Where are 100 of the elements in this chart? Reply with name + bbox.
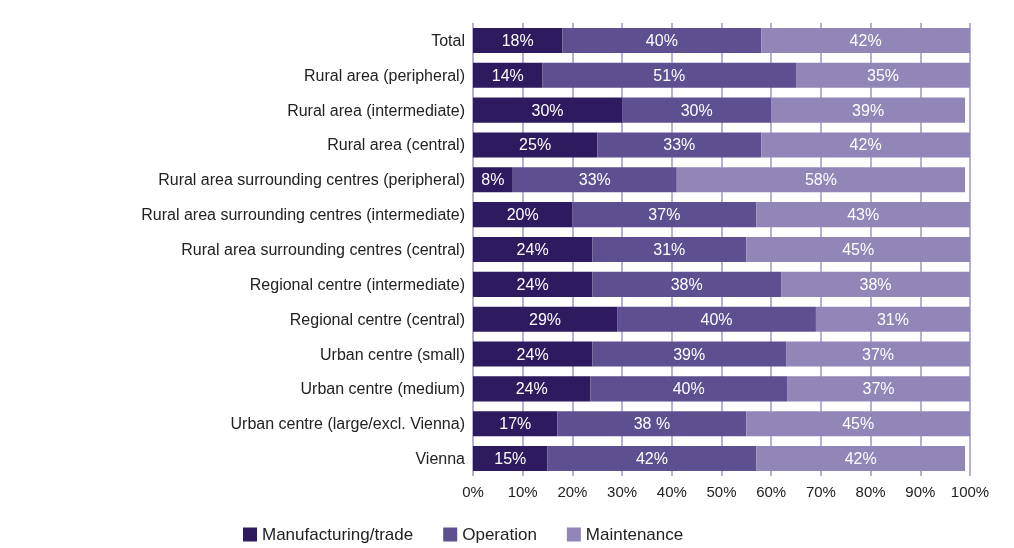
bar [473, 411, 558, 437]
data-label: 24% [515, 380, 548, 398]
data-label: 24% [516, 275, 549, 293]
data-label: 40% [700, 310, 733, 328]
data-label: 30% [531, 101, 564, 119]
y-tick-label: Rural area (intermediate) [287, 101, 465, 119]
data-label: 42% [849, 31, 882, 49]
y-tick-label: Rural area (peripheral) [304, 66, 465, 84]
x-tick-label: 100% [950, 483, 990, 500]
y-tick-label: Regional centre (intermediate) [249, 275, 465, 293]
x-tick-label: 80% [855, 483, 886, 500]
x-tick-label: 70% [805, 483, 836, 500]
data-label: 40% [672, 380, 705, 398]
bar [473, 271, 593, 297]
data-label: 45% [842, 415, 875, 433]
x-tick-label: 30% [607, 483, 638, 500]
data-label: 30% [680, 101, 713, 119]
y-tick-label: Rural area surrounding centres (peripheral) [158, 171, 465, 189]
bar [771, 97, 966, 123]
bar [786, 341, 970, 367]
y-tick-label: Regional centre (central) [289, 310, 465, 328]
x-tick-label: 20% [557, 483, 588, 500]
bar [761, 132, 970, 158]
legend-label: Maintenance [585, 525, 684, 544]
data-label: 24% [516, 345, 549, 363]
bar [592, 236, 747, 263]
y-tick-label: Vienna [415, 450, 466, 468]
bar [590, 376, 788, 402]
bar [473, 97, 623, 123]
y-tick-label: Rural area (central) [327, 136, 465, 154]
bar [746, 236, 970, 263]
y-tick-label: Rural area surrounding centres (intermediate) [141, 206, 465, 224]
x-tick-label: 0% [462, 483, 484, 500]
x-tick-label: 10% [507, 483, 538, 500]
bar [756, 446, 966, 472]
data-label: 31% [653, 241, 686, 258]
bar [815, 306, 970, 332]
data-label: 45% [842, 241, 875, 258]
x-tick-label: 40% [656, 483, 687, 500]
bar [473, 376, 591, 402]
data-label: 39% [673, 345, 706, 363]
bar [781, 271, 970, 297]
x-tick-label: 50% [706, 483, 737, 500]
data-label: 42% [635, 450, 668, 468]
bar [796, 62, 970, 88]
data-label: 25% [519, 136, 552, 154]
bar [473, 132, 598, 158]
legend-label: Operation [462, 525, 537, 544]
bar [617, 306, 816, 332]
data-label: 38% [670, 275, 703, 293]
y-tick-label: Urban centre (small) [320, 345, 465, 363]
data-label: 17% [499, 415, 532, 433]
data-label: 42% [849, 136, 882, 154]
legend-label: Manufacturing/trade [262, 525, 414, 544]
data-label: 37% [862, 345, 895, 363]
bar [547, 446, 757, 472]
bar [557, 411, 747, 437]
data-label: 35% [867, 66, 900, 84]
data-label: 39% [852, 101, 885, 119]
data-label: 40% [645, 31, 678, 49]
y-tick-label: Total [431, 31, 465, 49]
data-label: 18% [501, 31, 534, 49]
bar [592, 271, 782, 297]
bar [473, 341, 593, 367]
y-tick-label: Urban centre (large/excl. Vienna) [230, 415, 465, 433]
bar [542, 62, 797, 88]
data-label: 42% [844, 450, 877, 468]
bar [473, 306, 618, 332]
data-label: 33% [578, 171, 611, 189]
bar [572, 202, 757, 228]
data-label: 51% [653, 66, 686, 84]
bar [512, 167, 677, 193]
data-label: 43% [847, 206, 880, 224]
y-tick-label: Urban centre (medium) [300, 380, 465, 398]
data-label: 38% [859, 275, 892, 293]
data-label: 33% [663, 136, 696, 154]
y-tick-label: Rural area surrounding centres (central) [181, 241, 465, 258]
data-label: 58% [804, 171, 837, 189]
data-label: 31% [876, 310, 909, 328]
bar [562, 27, 762, 53]
bar [787, 376, 970, 402]
data-label: 37% [648, 206, 681, 224]
data-label: 24% [516, 241, 549, 258]
bar [676, 167, 966, 193]
bar [761, 27, 970, 53]
bar [597, 132, 762, 158]
bar [746, 411, 970, 437]
x-tick-label: 90% [905, 483, 936, 500]
data-label: 37% [862, 380, 895, 398]
data-label: 38 % [633, 415, 671, 433]
bar [592, 341, 787, 367]
x-tick-label: 60% [756, 483, 787, 500]
data-label: 20% [506, 206, 539, 224]
bar [756, 202, 970, 228]
bar [473, 202, 573, 228]
bar [622, 97, 772, 123]
data-label: 14% [491, 66, 524, 84]
bar [473, 236, 593, 263]
data-label: 8% [481, 171, 505, 189]
data-label: 29% [529, 310, 562, 328]
